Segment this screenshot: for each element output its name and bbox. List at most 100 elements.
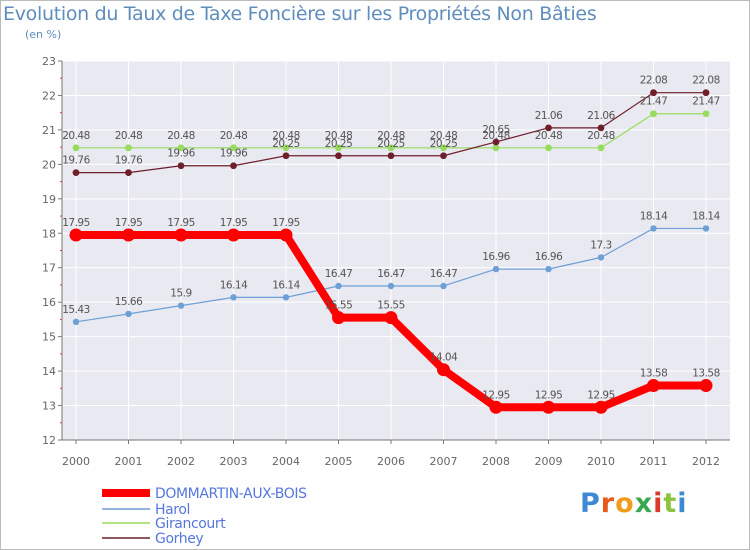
x-tick-label: 2012 (692, 455, 720, 468)
data-point (492, 144, 500, 152)
y-tick-label: 19 (42, 193, 56, 206)
data-point (492, 265, 500, 273)
y-tick-label: 15 (42, 331, 56, 344)
data-point (282, 152, 290, 160)
proxiti-logo: Proxiti (580, 488, 688, 519)
data-point (177, 302, 185, 309)
data-label: 17.95 (167, 217, 195, 229)
data-point (702, 225, 710, 232)
data-label: 20.48 (220, 130, 248, 142)
y-tick-label: 20 (42, 158, 56, 171)
data-point (335, 144, 342, 152)
data-label: 15.9 (170, 288, 191, 300)
x-tick-label: 2001 (115, 455, 143, 468)
y-tick-label: 13 (42, 400, 56, 413)
data-label: 16.96 (482, 251, 510, 263)
data-label: 16.47 (325, 268, 353, 280)
x-tick-label: 2010 (587, 455, 615, 468)
plot-area (62, 61, 730, 440)
data-label: 14.04 (430, 352, 458, 364)
data-label: 13.58 (692, 368, 720, 380)
data-point (437, 363, 450, 377)
data-point (594, 400, 608, 414)
data-label: 21.47 (640, 96, 668, 108)
data-point (440, 152, 447, 160)
data-point (125, 169, 132, 177)
data-point (545, 144, 552, 152)
data-point (125, 310, 132, 318)
data-label: 16.96 (535, 251, 563, 263)
data-label: 21.47 (692, 96, 720, 108)
data-label: 17.95 (115, 217, 143, 229)
data-point (545, 265, 552, 273)
data-label: 20.48 (587, 130, 615, 142)
y-tick-label: 17 (42, 262, 56, 275)
data-label: 20.65 (482, 124, 510, 136)
x-tick-label: 2002 (167, 455, 195, 468)
legend-label: Gorhey (155, 531, 203, 547)
data-point (545, 124, 552, 132)
data-point (335, 282, 342, 290)
data-point (597, 124, 605, 132)
logo-letter: x (634, 488, 654, 519)
data-point (230, 144, 237, 152)
y-tick-label: 23 (42, 55, 56, 68)
data-label: 22.08 (692, 75, 720, 87)
data-point (69, 228, 83, 242)
data-point (647, 379, 660, 393)
data-point (72, 318, 80, 326)
data-point (174, 228, 188, 242)
legend-label: Harol (155, 502, 190, 518)
data-point (387, 152, 395, 160)
data-point (122, 228, 135, 242)
data-point (440, 282, 447, 290)
logo-letter: t (663, 488, 678, 519)
data-label: 13.58 (640, 368, 668, 380)
data-label: 12.95 (535, 389, 563, 401)
data-label: 20.25 (325, 138, 353, 150)
data-point (282, 294, 290, 301)
data-point (650, 225, 657, 232)
legend-label: DOMMARTIN-AUX-BOIS (155, 486, 307, 502)
y-tick-label: 16 (42, 296, 56, 309)
data-label: 17.95 (62, 217, 90, 229)
data-label: 20.48 (535, 130, 563, 142)
logo-letter: r (600, 488, 616, 519)
logo-letter: i (653, 488, 664, 519)
data-point (650, 89, 657, 97)
x-tick-label: 2008 (482, 455, 510, 468)
x-tick-label: 2003 (220, 455, 248, 468)
data-label: 21.06 (535, 110, 563, 122)
data-point (335, 152, 342, 160)
legend-label: Girancourt (155, 516, 226, 532)
logo-letter: i (677, 488, 688, 519)
data-label: 20.48 (167, 130, 195, 142)
data-point (125, 144, 132, 152)
data-label: 18.14 (640, 210, 668, 222)
data-point (177, 144, 185, 152)
data-label: 20.48 (430, 130, 458, 142)
y-tick-label: 18 (42, 227, 56, 240)
data-label: 16.47 (377, 268, 405, 280)
data-label: 17.3 (590, 239, 611, 251)
data-label: 20.48 (482, 130, 510, 142)
data-label: 20.25 (377, 138, 405, 150)
data-label: 15.43 (62, 304, 90, 316)
x-tick-label: 2007 (430, 455, 458, 468)
data-point (227, 228, 240, 242)
data-label: 20.48 (62, 130, 90, 142)
y-tick-label: 14 (42, 365, 56, 378)
logo-letter: P (580, 488, 601, 519)
data-point (279, 228, 293, 242)
data-label: 12.95 (482, 389, 510, 401)
y-tick-label: 12 (42, 434, 56, 447)
data-point (177, 162, 185, 170)
data-label: 16.14 (220, 279, 248, 291)
data-label: 20.48 (325, 130, 353, 142)
data-label: 16.47 (430, 268, 458, 280)
data-point (387, 144, 395, 152)
data-label: 12.95 (587, 389, 615, 401)
data-point (699, 379, 713, 393)
data-point (230, 162, 237, 170)
